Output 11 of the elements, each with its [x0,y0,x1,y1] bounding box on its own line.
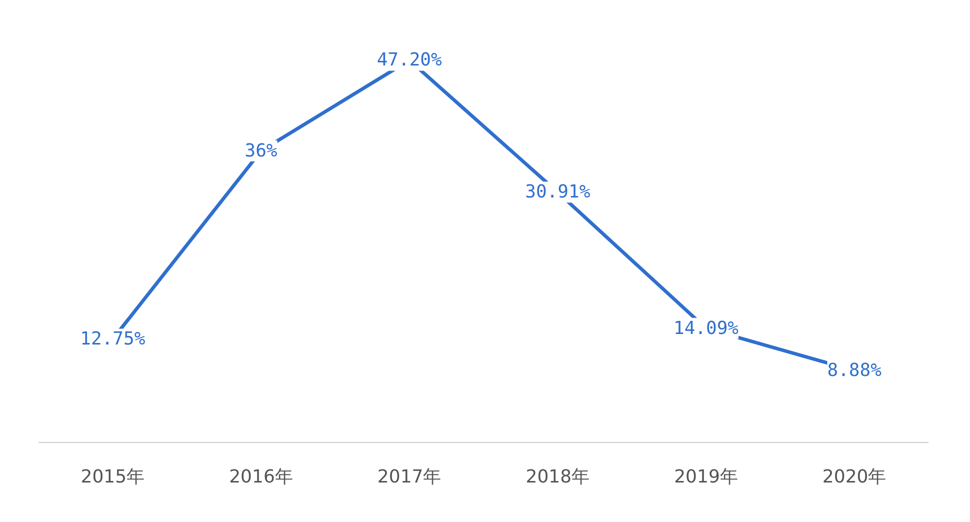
data-label: 14.09% [673,318,739,339]
x-tick-label: 2019年 [674,466,738,488]
x-tick-label: 2017年 [377,466,442,488]
x-tick-label: 2016年 [229,466,293,488]
data-label: 47.20% [376,50,442,71]
x-tick-label: 2018年 [526,466,590,488]
data-label: 30.91% [525,182,590,203]
x-tick-label: 2015年 [80,466,145,488]
x-tick-label: 2020年 [822,466,886,488]
data-label: 12.75% [80,328,146,350]
data-label: 8.88% [827,360,882,382]
